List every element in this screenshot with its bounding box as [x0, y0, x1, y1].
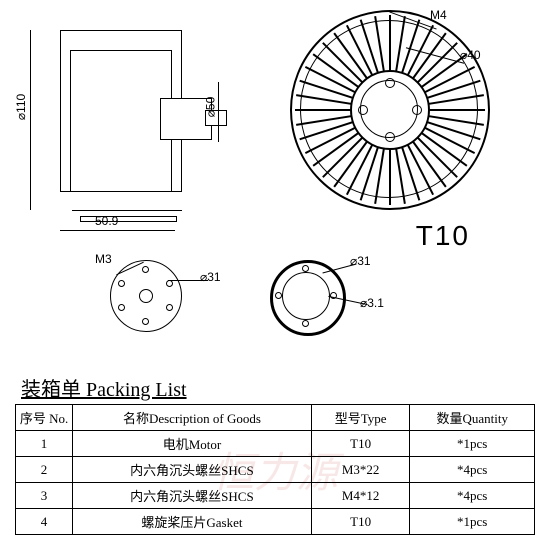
packing-list-section: 装箱单 Packing List 序号 No. 名称Description of…: [15, 373, 535, 535]
dim-d50-line: [218, 82, 219, 142]
cell-qty: *1pcs: [410, 509, 535, 535]
cell-desc: 螺旋桨压片Gasket: [73, 509, 312, 535]
table-row: 3内六角沉头螺丝SHCSM4*12*4pcs: [16, 483, 535, 509]
th-qty: 数量Quantity: [410, 405, 535, 431]
th-no: 序号 No.: [16, 405, 73, 431]
table-row: 2内六角沉头螺丝SHCSM3*22*4pcs: [16, 457, 535, 483]
dim-d31l: ⌀31: [200, 270, 221, 284]
sv-hole: [142, 266, 149, 273]
cell-qty: *4pcs: [410, 483, 535, 509]
sv-hole: [118, 280, 125, 287]
dim-d110: ⌀110: [14, 94, 28, 120]
cell-desc: 内六角沉头螺丝SHCS: [73, 483, 312, 509]
th-desc: 名称Description of Goods: [73, 405, 312, 431]
sv-hole: [302, 265, 309, 272]
sv-hole: [166, 304, 173, 311]
cell-no: 4: [16, 509, 73, 535]
cell-type: T10: [311, 431, 410, 457]
table-row: 4螺旋桨压片GasketT10*1pcs: [16, 509, 535, 535]
small-hub-view-left: [100, 250, 190, 340]
bolt-hole: [358, 105, 368, 115]
bolt-hole: [412, 105, 422, 115]
dim-w509: 50.9: [95, 214, 118, 228]
front-radial-view: [290, 10, 490, 210]
packing-list-title: 装箱单 Packing List: [21, 373, 535, 402]
dim-m3: M3: [95, 252, 112, 266]
technical-drawing-area: ⌀110 ⌀50 50.9 M4 ⌀40: [0, 0, 550, 350]
sv-hole: [142, 318, 149, 325]
cell-no: 3: [16, 483, 73, 509]
dim-d50: ⌀50: [203, 97, 217, 118]
small-hub-view-right: [260, 250, 350, 340]
dim-m4: M4: [430, 8, 447, 22]
sv-hole: [166, 280, 173, 287]
page-root: ⌀110 ⌀50 50.9 M4 ⌀40: [0, 0, 550, 550]
dim-w509-line: [60, 230, 175, 231]
sv-hole: [302, 320, 309, 327]
bolt-hole: [385, 78, 395, 88]
sv-hole: [118, 304, 125, 311]
hub-ring-inner: [360, 80, 418, 138]
bolt-hole: [385, 132, 395, 142]
dim-d31r: ⌀31: [350, 254, 371, 268]
cell-qty: *1pcs: [410, 431, 535, 457]
table-header-row: 序号 No. 名称Description of Goods 型号Type 数量Q…: [16, 405, 535, 431]
dim-d3-1: ⌀3.1: [360, 296, 384, 310]
cell-desc: 内六角沉头螺丝SHCS: [73, 457, 312, 483]
side-base-line: [72, 210, 182, 211]
sv-inner: [282, 272, 330, 320]
side-elevation-view: [40, 20, 200, 200]
packing-list-table: 序号 No. 名称Description of Goods 型号Type 数量Q…: [15, 404, 535, 535]
table-row: 1电机MotorT10*1pcs: [16, 431, 535, 457]
cell-no: 2: [16, 457, 73, 483]
sv-center: [139, 289, 153, 303]
cell-desc: 电机Motor: [73, 431, 312, 457]
th-type: 型号Type: [311, 405, 410, 431]
cell-type: M3*22: [311, 457, 410, 483]
cell-type: T10: [311, 509, 410, 535]
dim-d110-line: [30, 30, 31, 210]
dim-d40: ⌀40: [460, 48, 481, 62]
model-label: T10: [416, 220, 470, 252]
cell-qty: *4pcs: [410, 457, 535, 483]
side-inner-outline: [70, 50, 172, 192]
cell-no: 1: [16, 431, 73, 457]
cell-type: M4*12: [311, 483, 410, 509]
sv-hole: [275, 292, 282, 299]
